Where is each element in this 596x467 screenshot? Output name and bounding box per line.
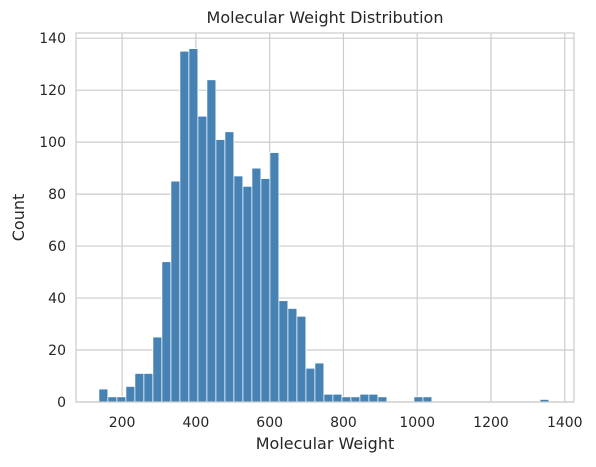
y-tick-label: 80 — [48, 187, 66, 203]
y-tick-label: 140 — [39, 31, 66, 47]
x-tick-label: 800 — [330, 415, 357, 431]
bar-layer — [98, 48, 550, 403]
histogram-bar — [134, 373, 145, 403]
histogram-bar — [260, 178, 271, 403]
x-tick-label: 1200 — [473, 415, 509, 431]
histogram-bar — [305, 367, 316, 403]
histogram-bar — [107, 396, 118, 403]
histogram-bar — [188, 48, 199, 403]
x-tick-label: 200 — [109, 415, 136, 431]
x-axis-title: Molecular Weight — [256, 434, 394, 453]
histogram-bar — [377, 396, 388, 403]
histogram-bar — [341, 396, 352, 403]
x-tick-label: 1000 — [399, 415, 435, 431]
histogram-bar — [242, 185, 253, 403]
y-tick-label: 60 — [48, 239, 66, 255]
x-tick-label: 400 — [183, 415, 210, 431]
plot-frame — [75, 32, 575, 403]
histogram-bar — [278, 300, 289, 403]
histogram-bar — [413, 396, 424, 403]
histogram-bar — [224, 131, 235, 403]
histogram-bar — [170, 180, 181, 403]
y-tick-label: 0 — [57, 395, 66, 411]
histogram-bar — [215, 139, 226, 403]
histogram-bar — [152, 336, 163, 403]
histogram-bar — [161, 261, 172, 403]
y-axis-title: Count — [9, 194, 28, 242]
histogram-bar — [206, 79, 217, 403]
histogram-bar — [422, 396, 433, 403]
grid-layer — [76, 33, 574, 403]
x-tick-label: 600 — [256, 415, 283, 431]
histogram-bar — [269, 152, 280, 403]
histogram-bar — [98, 388, 109, 403]
tick-label-layer: 200 400 600 800 1000 1200 1400 0 20 40 60 80 100 120 1… — [39, 31, 582, 431]
histogram-bar — [368, 393, 379, 403]
histogram-bar — [296, 315, 307, 403]
histogram-bar — [233, 175, 244, 403]
x-tick-label: 1400 — [547, 415, 583, 431]
histogram-bar — [143, 373, 154, 403]
histogram-bar — [251, 167, 262, 403]
y-tick-label: 40 — [48, 291, 66, 307]
histogram-bar — [197, 115, 208, 403]
histogram-bar — [179, 50, 190, 403]
chart-title: Molecular Weight Distribution — [207, 8, 444, 27]
y-tick-label: 20 — [48, 343, 66, 359]
y-tick-label: 100 — [39, 135, 66, 151]
y-tick-label: 120 — [39, 83, 66, 99]
histogram-bar — [116, 396, 127, 403]
histogram-bar — [359, 393, 370, 403]
histogram-bar — [350, 396, 361, 403]
histogram-bar — [323, 393, 334, 403]
histogram-bar — [314, 362, 325, 403]
histogram-bar — [125, 386, 136, 403]
histogram-bar — [332, 393, 343, 403]
histogram-bar — [287, 308, 298, 403]
